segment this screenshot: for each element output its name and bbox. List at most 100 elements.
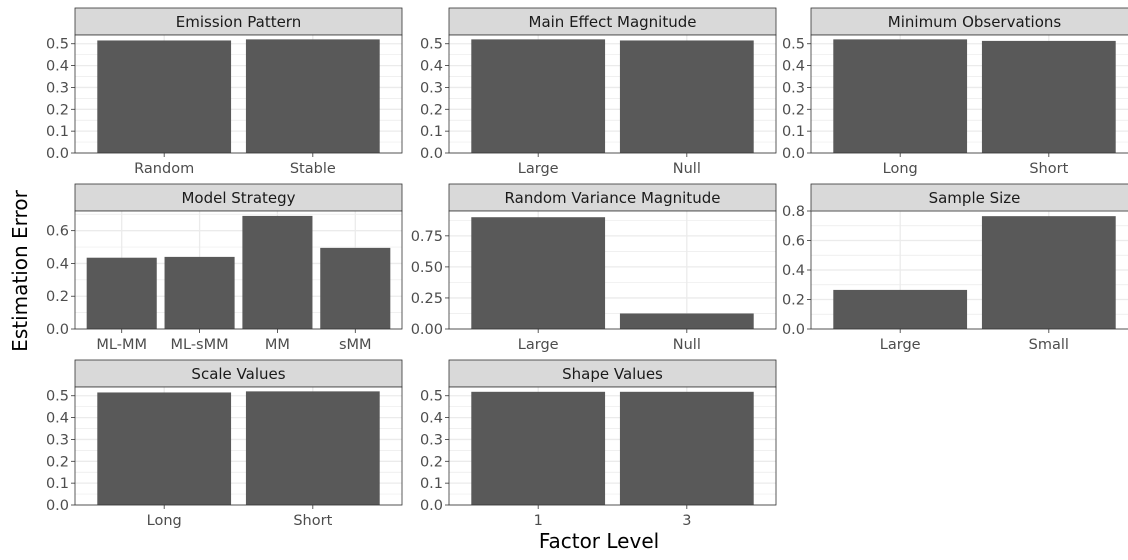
y-tick-label: 0.3	[420, 432, 443, 448]
panel-border	[448, 210, 777, 330]
x-tick-label: 3	[682, 513, 691, 529]
facet-shape-values: Shape Values 0.0 0.1 0.2 0.3 0.4 0.5 1 3	[420, 359, 777, 529]
facet-emission-pattern: Emission Pattern 0.0 0.1 0.2 0.3 0.4 0.5 Random…	[46, 7, 403, 177]
x-tick-label: Long	[147, 513, 182, 529]
y-tick-label: 0.6	[782, 234, 805, 250]
facet-title: Sample Size	[929, 189, 1021, 207]
y-tick-label: 0.2	[420, 454, 443, 470]
y-tick-label: 0.1	[46, 124, 69, 140]
y-tick-label: 0.4	[46, 256, 69, 272]
y-tick-label: 0.5	[46, 37, 69, 53]
y-tick-label: 0.4	[46, 59, 69, 75]
panel-border	[448, 34, 777, 154]
y-tick-label: 0.00	[411, 322, 443, 338]
x-tick-label: ML-MM	[96, 337, 147, 353]
bar-small	[981, 216, 1116, 329]
bar-stable	[245, 39, 380, 153]
x-tick-label: MM	[265, 337, 290, 353]
facet-title: Model Strategy	[181, 189, 295, 207]
y-tick-label: 0.4	[782, 59, 805, 75]
x-tick-label: Large	[518, 161, 559, 177]
y-tick-label: 0.0	[782, 146, 805, 162]
y-tick-label: 0.2	[46, 454, 69, 470]
x-tick-label: Short	[293, 513, 332, 529]
bar-null	[619, 40, 754, 153]
y-tick-label: 0.2	[46, 289, 69, 305]
y-tick-label: 0.2	[420, 102, 443, 118]
y-tick-label: 0.5	[420, 37, 443, 53]
y-tick-label: 0.0	[46, 498, 69, 514]
bar-null	[619, 313, 754, 329]
facet-title: Scale Values	[191, 365, 285, 383]
panel-border	[810, 34, 1128, 154]
y-tick-label: 0.2	[782, 102, 805, 118]
facet-title: Emission Pattern	[176, 13, 301, 31]
y-tick-label: 0.5	[420, 389, 443, 405]
y-tick-label: 0.2	[46, 102, 69, 118]
panel-border	[74, 210, 403, 330]
x-tick-label: ML-sMM	[170, 337, 228, 353]
y-tick-label: 0.0	[420, 498, 443, 514]
facet-main-effect-magnitude: Main Effect Magnitude 0.0 0.1 0.2 0.3 0.4 0.5 L…	[420, 7, 777, 177]
x-tick-label: Large	[880, 337, 921, 353]
bar-3	[619, 391, 754, 505]
y-tick-label: 0.4	[420, 59, 443, 75]
y-tick-label: 0.6	[46, 224, 69, 240]
bar-long	[97, 392, 232, 505]
bar-smm	[320, 247, 391, 329]
facet-title: Main Effect Magnitude	[529, 13, 697, 31]
y-tick-label: 0.50	[411, 260, 443, 276]
facet-title: Random Variance Magnitude	[505, 189, 721, 207]
bar-large	[471, 217, 606, 329]
x-tick-label: Large	[518, 337, 559, 353]
facet-title: Minimum Observations	[888, 13, 1062, 31]
x-tick-label: Long	[883, 161, 918, 177]
y-tick-label: 0.25	[411, 291, 443, 307]
bar-random	[97, 40, 232, 153]
bar-short	[981, 40, 1116, 153]
x-tick-label: Null	[673, 337, 701, 353]
y-tick-label: 0.5	[782, 37, 805, 53]
facets-layer: Emission Pattern 0.0 0.1 0.2 0.3 0.4 0.5 Random…	[46, 7, 1128, 529]
y-tick-label: 0.1	[46, 476, 69, 492]
x-tick-label: Small	[1029, 337, 1069, 353]
bar-ml-smm	[164, 256, 235, 329]
y-tick-label: 0.0	[46, 322, 69, 338]
x-tick-label: Stable	[290, 161, 336, 177]
x-tick-label: Null	[673, 161, 701, 177]
facet-strip	[448, 7, 777, 36]
y-tick-label: 0.3	[782, 80, 805, 96]
bar-mm	[242, 215, 313, 329]
facet-model-strategy: Model Strategy 0.0 0.2 0.4 0.6 ML-MM ML-sMM MM s…	[46, 183, 403, 353]
panel-border	[74, 34, 403, 154]
x-tick-label: 1	[534, 513, 543, 529]
y-tick-label: 0.4	[782, 263, 805, 279]
y-tick-label: 0.75	[411, 229, 443, 245]
y-tick-label: 0.5	[46, 389, 69, 405]
facet-strip	[74, 7, 403, 36]
facet-strip	[74, 359, 403, 388]
facet-scale-values: Scale Values 0.0 0.1 0.2 0.3 0.4 0.5 Long Short	[46, 359, 403, 529]
y-tick-label: 0.4	[46, 411, 69, 427]
facet-title: Shape Values	[562, 365, 663, 383]
y-tick-label: 0.3	[46, 80, 69, 96]
panel-border	[74, 386, 403, 506]
bar-ml-mm	[86, 257, 157, 329]
y-tick-label: 0.0	[782, 322, 805, 338]
bar-long	[833, 39, 968, 153]
bar-large	[471, 39, 606, 153]
y-tick-label: 0.2	[782, 293, 805, 309]
y-axis-title: Estimation Error	[8, 189, 32, 351]
bar-short	[245, 391, 380, 505]
facet-strip	[448, 183, 777, 212]
y-tick-label: 0.1	[420, 124, 443, 140]
x-tick-label: sMM	[339, 337, 372, 353]
facet-strip	[448, 359, 777, 388]
y-tick-label: 0.1	[420, 476, 443, 492]
facet-strip	[74, 183, 403, 212]
y-tick-label: 0.3	[420, 80, 443, 96]
bar-1	[471, 391, 606, 505]
panel-border	[448, 386, 777, 506]
y-tick-label: 0.4	[420, 411, 443, 427]
